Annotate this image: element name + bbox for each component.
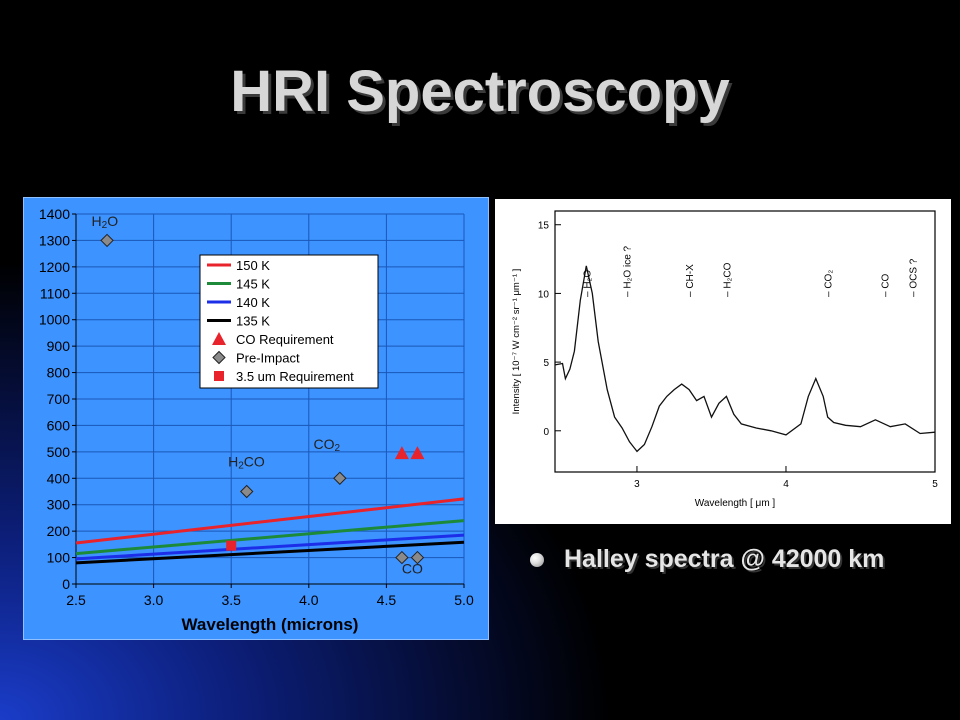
y-tick-label: 900 [47, 338, 71, 354]
spectral-feature-label: – H₂CO [722, 262, 733, 297]
legend-label: 145 K [236, 277, 270, 292]
data-point-triangle [394, 446, 409, 460]
chart-annotation: H2CO [228, 453, 265, 471]
series-line-145-k [75, 519, 465, 556]
y-tick-label: 200 [47, 523, 71, 539]
x-tick-label: 4 [783, 479, 789, 490]
y-tick-label: 15 [538, 221, 550, 232]
y-tick-label: 500 [47, 444, 71, 460]
legend-label: 135 K [236, 314, 270, 329]
slide-title: HRI Spectroscopy [230, 59, 730, 124]
bullet-item: Halley spectra @ 42000 km [530, 545, 884, 574]
data-point-diamond [395, 550, 409, 565]
data-point-diamond [333, 471, 347, 485]
legend: 150 K 145 K 140 K 135 K CO Requirement Pre-Im… [199, 254, 379, 389]
temperature-chart: 0 100 200 300 400 500 600 700 800 900 1000 1100 1200… [23, 197, 489, 640]
data-point-square [226, 540, 237, 551]
series-line-135-k [75, 540, 465, 565]
y-axis-label: Intensity [ 10⁻⁷ W cm⁻² sr⁻¹ μm⁻¹ ] [511, 269, 522, 415]
y-tick-label: 1300 [39, 232, 70, 248]
x-tick-label: 2.5 [66, 592, 86, 608]
y-tick-label: 1000 [39, 312, 70, 328]
x-tick-label: 4.5 [377, 592, 397, 608]
x-tick-label: 3 [634, 479, 640, 490]
spectral-feature-label: – H₂O [582, 270, 593, 297]
y-tick-label: 600 [47, 417, 71, 433]
chart-annotation: CO2 [313, 436, 340, 454]
x-tick-label: 5.0 [454, 592, 474, 608]
legend-label: 150 K [236, 258, 270, 273]
spectral-feature-label: – CH-X [685, 264, 696, 297]
temperature-chart-svg: 0 100 200 300 400 500 600 700 800 900 1000 1100 1200… [39, 206, 474, 634]
spectral-feature-label: – H₂O ice ? [623, 245, 634, 297]
spectral-feature-label: – OCS ? [909, 258, 920, 297]
legend-swatch-triangle [212, 332, 226, 345]
y-tick-label: 800 [47, 365, 71, 381]
spectrum-line [554, 265, 936, 453]
y-tick-label: 5 [543, 358, 549, 369]
y-tick-label: 300 [47, 497, 71, 513]
spectral-feature-label: – CO [880, 273, 891, 297]
y-tick-label: 100 [47, 550, 71, 566]
bullet-text: Halley spectra @ 42000 km [564, 545, 885, 573]
x-tick-label: 3.0 [144, 592, 164, 608]
data-point-diamond [410, 550, 425, 565]
y-tick-label: 1400 [39, 206, 70, 222]
plot-frame [554, 210, 936, 473]
y-tick-label: 400 [47, 470, 71, 486]
legend-label: CO Requirement [236, 332, 334, 347]
legend-label: 140 K [236, 295, 270, 310]
legend-label: Pre-Impact [236, 351, 300, 366]
data-point-diamond [100, 233, 114, 248]
data-point-triangle [410, 446, 425, 460]
bullet-icon [530, 552, 544, 567]
y-tick-label: 0 [62, 576, 70, 592]
legend-swatch-square [214, 371, 224, 381]
y-tick-label: 1100 [40, 285, 70, 301]
halley-spectrum-svg: 0 5 10 15 3 4 5 Wavelength [ μm ] Intensity [ 10… [511, 210, 938, 509]
x-tick-label: 5 [932, 479, 938, 490]
y-tick-label: 700 [47, 391, 71, 407]
chart-annotation: H2O [92, 213, 119, 231]
halley-spectrum-chart: 0 5 10 15 3 4 5 Wavelength [ μm ] Intensity [ 10… [495, 199, 951, 524]
y-tick-label: 10 [538, 289, 550, 300]
x-axis-label: Wavelength (microns) [182, 615, 359, 634]
data-point-diamond [240, 484, 254, 499]
spectral-feature-label: – CO₂ [824, 270, 835, 297]
legend-label: 3.5 um Requirement [236, 369, 354, 384]
y-tick-label: 0 [543, 427, 549, 438]
legend-swatch-diamond [212, 350, 226, 365]
series-line-150-k [75, 497, 465, 545]
x-tick-label: 3.5 [221, 592, 241, 608]
series-line-140-k [75, 533, 465, 561]
chart-annotation: CO [402, 560, 423, 576]
x-tick-label: 4.0 [299, 592, 319, 608]
x-axis-label: Wavelength [ μm ] [695, 498, 776, 509]
y-tick-label: 1200 [39, 259, 70, 275]
